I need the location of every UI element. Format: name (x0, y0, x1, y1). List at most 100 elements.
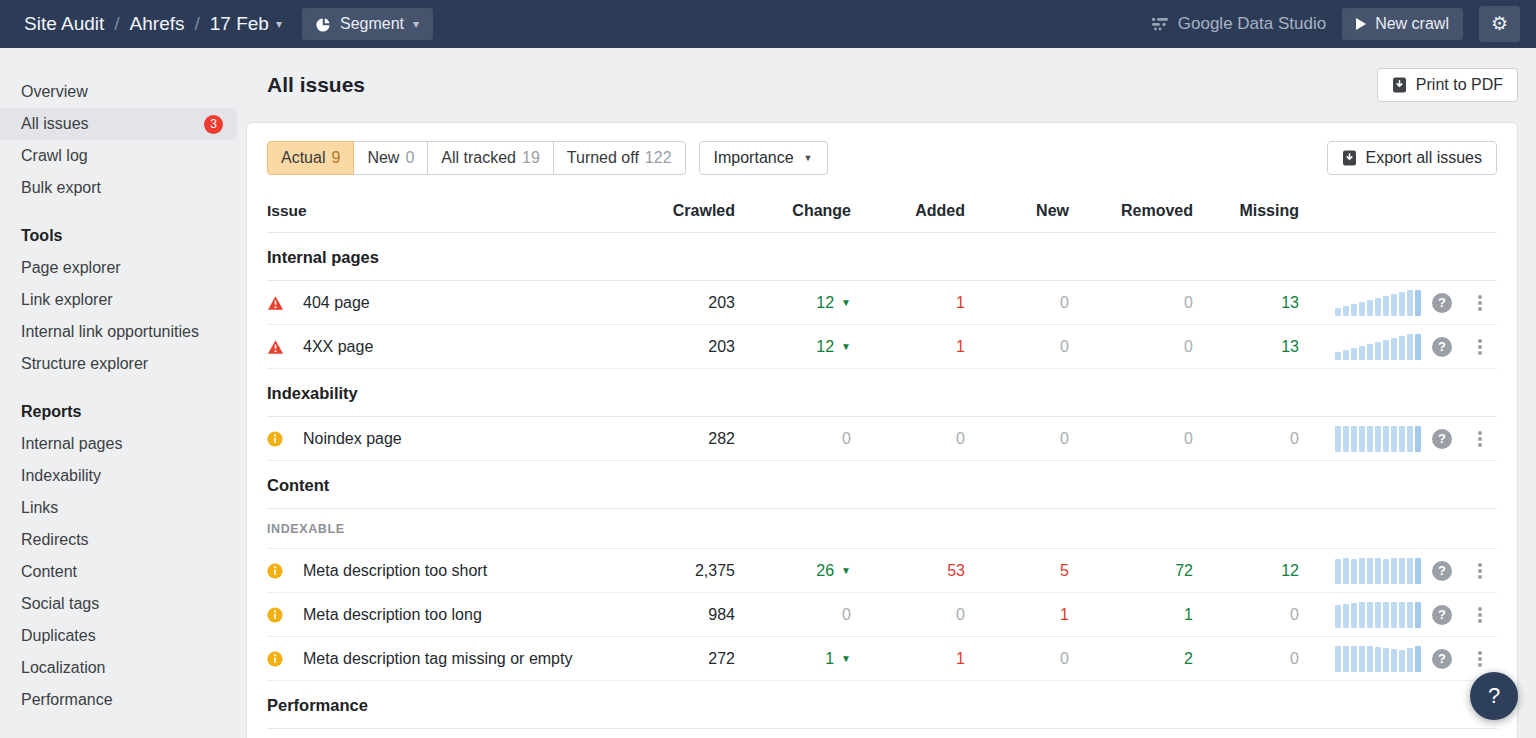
help-icon[interactable]: ? (1432, 293, 1452, 313)
new-value[interactable]: 0 (965, 650, 1069, 668)
added-value[interactable]: 1 (851, 338, 965, 356)
change-value[interactable]: 1▼ (735, 650, 851, 668)
change-value[interactable]: 26▼ (735, 562, 851, 580)
sidebar-item-indexability[interactable]: Indexability (0, 460, 237, 492)
sidebar-item-overview[interactable]: Overview (0, 76, 237, 108)
tab-new[interactable]: New0 (353, 141, 428, 175)
missing-value[interactable]: 13 (1193, 338, 1299, 356)
sidebar-item-localization[interactable]: Localization (0, 652, 237, 684)
issue-name[interactable]: Meta description tag missing or empty (303, 650, 627, 668)
removed-value[interactable]: 0 (1069, 430, 1193, 448)
spark-bar (1407, 648, 1413, 672)
change-value[interactable]: 12▼ (735, 294, 851, 312)
missing-value[interactable]: 13 (1193, 294, 1299, 312)
download-file-icon (1392, 77, 1407, 93)
crawled-value[interactable]: 282 (627, 430, 735, 448)
sidebar-item-bulk-export[interactable]: Bulk export (0, 172, 237, 204)
missing-value[interactable]: 0 (1193, 430, 1299, 448)
help-icon[interactable]: ? (1432, 561, 1452, 581)
change-value[interactable]: 0 (735, 430, 851, 448)
kebab-menu-icon[interactable] (1463, 563, 1497, 579)
sidebar-item-structure-explorer[interactable]: Structure explorer (0, 348, 237, 380)
kebab-menu-icon[interactable] (1463, 339, 1497, 355)
sidebar-item-link-explorer[interactable]: Link explorer (0, 284, 237, 316)
added-value[interactable]: 53 (851, 562, 965, 580)
crawled-value[interactable]: 2,375 (627, 562, 735, 580)
tab-turned-off[interactable]: Turned off122 (553, 141, 686, 175)
kebab-menu-icon[interactable] (1463, 607, 1497, 623)
sidebar-item-crawl-log[interactable]: Crawl log (0, 140, 237, 172)
missing-value[interactable]: 0 (1193, 650, 1299, 668)
kebab-menu-icon[interactable] (1463, 295, 1497, 311)
issue-name[interactable]: Meta description too short (303, 562, 627, 580)
crawl-date-dropdown[interactable]: 17 Feb ▾ (210, 13, 282, 35)
sidebar-item-links[interactable]: Links (0, 492, 237, 524)
added-value[interactable]: 0 (851, 430, 965, 448)
removed-value[interactable]: 72 (1069, 562, 1193, 580)
added-value[interactable]: 0 (851, 606, 965, 624)
column-header-added[interactable]: Added (851, 202, 965, 220)
crawled-value[interactable]: 203 (627, 338, 735, 356)
issue-row-meta-description-tag-missing-or-empty: Meta description tag missing or empty272… (267, 637, 1497, 681)
issue-name[interactable]: 4XX page (303, 338, 627, 356)
importance-dropdown[interactable]: Importance ▼ (699, 141, 828, 175)
sidebar-item-all-issues[interactable]: All issues3 (0, 108, 237, 140)
removed-value[interactable]: 1 (1069, 606, 1193, 624)
crawled-value[interactable]: 203 (627, 294, 735, 312)
sidebar-item-performance[interactable]: Performance (0, 684, 237, 716)
help-icon[interactable]: ? (1432, 429, 1452, 449)
added-value[interactable]: 1 (851, 294, 965, 312)
kebab-menu-icon[interactable] (1463, 651, 1497, 667)
issue-name[interactable]: Noindex page (303, 430, 627, 448)
sidebar-item-content[interactable]: Content (0, 556, 237, 588)
tab-all-tracked[interactable]: All tracked19 (427, 141, 554, 175)
new-value[interactable]: 0 (965, 430, 1069, 448)
segment-button[interactable]: Segment ▾ (302, 8, 433, 40)
removed-value[interactable]: 0 (1069, 294, 1193, 312)
missing-value[interactable]: 12 (1193, 562, 1299, 580)
breadcrumb-project[interactable]: Ahrefs (130, 13, 185, 35)
column-header-removed[interactable]: Removed (1069, 202, 1193, 220)
column-header-change[interactable]: Change (735, 202, 851, 220)
crawled-value[interactable]: 272 (627, 650, 735, 668)
missing-value[interactable]: 0 (1193, 606, 1299, 624)
new-value[interactable]: 5 (965, 562, 1069, 580)
new-value[interactable]: 0 (965, 294, 1069, 312)
column-header-missing[interactable]: Missing (1193, 202, 1299, 220)
spark-bar (1399, 650, 1405, 672)
removed-value[interactable]: 2 (1069, 650, 1193, 668)
tab-actual[interactable]: Actual9 (267, 141, 354, 175)
help-icon[interactable]: ? (1432, 649, 1452, 669)
added-value[interactable]: 1 (851, 650, 965, 668)
sidebar-item-social-tags[interactable]: Social tags (0, 588, 237, 620)
new-value[interactable]: 1 (965, 606, 1069, 624)
spark-bar (1343, 646, 1349, 672)
tab-count: 9 (331, 149, 340, 167)
change-value[interactable]: 12▼ (735, 338, 851, 356)
kebab-menu-icon[interactable] (1463, 431, 1497, 447)
floating-help-button[interactable]: ? (1470, 672, 1518, 720)
sidebar-item-redirects[interactable]: Redirects (0, 524, 237, 556)
sidebar-item-duplicates[interactable]: Duplicates (0, 620, 237, 652)
column-header-issue[interactable]: Issue (267, 202, 627, 220)
sidebar-item-internal-pages[interactable]: Internal pages (0, 428, 237, 460)
google-data-studio-link[interactable]: Google Data Studio (1151, 14, 1326, 34)
change-value[interactable]: 0 (735, 606, 851, 624)
help-icon[interactable]: ? (1432, 605, 1452, 625)
new-value[interactable]: 0 (965, 338, 1069, 356)
breadcrumb-site-audit[interactable]: Site Audit (24, 13, 104, 35)
export-all-issues-button[interactable]: Export all issues (1327, 141, 1498, 175)
column-header-new[interactable]: New (965, 202, 1069, 220)
settings-button[interactable]: ⚙ (1479, 6, 1520, 43)
trend-down-icon: ▼ (841, 342, 851, 352)
help-icon[interactable]: ? (1432, 337, 1452, 357)
issue-name[interactable]: Meta description too long (303, 606, 627, 624)
issue-name[interactable]: 404 page (303, 294, 627, 312)
sidebar-item-internal-link-opportunities[interactable]: Internal link opportunities (0, 316, 237, 348)
new-crawl-button[interactable]: New crawl (1342, 8, 1463, 40)
column-header-crawled[interactable]: Crawled (627, 202, 735, 220)
print-pdf-button[interactable]: Print to PDF (1377, 68, 1518, 102)
removed-value[interactable]: 0 (1069, 338, 1193, 356)
sidebar-item-page-explorer[interactable]: Page explorer (0, 252, 237, 284)
crawled-value[interactable]: 984 (627, 606, 735, 624)
